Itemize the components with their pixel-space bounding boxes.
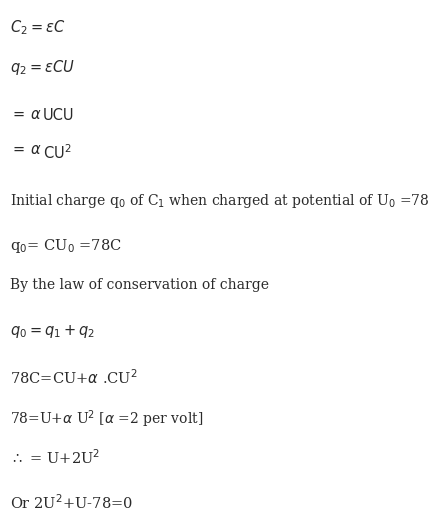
- Text: UCU: UCU: [43, 108, 74, 123]
- Text: Initial charge q$_0$ of C$_1$ when charged at potential of U$_0$ =78 V is,: Initial charge q$_0$ of C$_1$ when charg…: [10, 192, 430, 210]
- Text: $q_0 = q_1 + q_2$: $q_0 = q_1 + q_2$: [10, 323, 95, 340]
- Text: q$_0$= CU$_0$ =78C: q$_0$= CU$_0$ =78C: [10, 237, 122, 255]
- Text: $C_2 = \varepsilon C$: $C_2 = \varepsilon C$: [10, 18, 65, 37]
- Text: $\therefore$ = U+2U$^2$: $\therefore$ = U+2U$^2$: [10, 448, 100, 467]
- Text: 78C=CU+$\alpha$ .CU$^2$: 78C=CU+$\alpha$ .CU$^2$: [10, 368, 138, 387]
- Text: $=\,\alpha\,$: $=\,\alpha\,$: [10, 108, 42, 122]
- Text: CU$^2$: CU$^2$: [43, 143, 71, 162]
- Text: Or 2U$^2$+U-78=0: Or 2U$^2$+U-78=0: [10, 493, 133, 512]
- Text: 78=U+$\alpha$ U$^2$ [$\alpha$ =2 per volt]: 78=U+$\alpha$ U$^2$ [$\alpha$ =2 per vol…: [10, 408, 203, 430]
- Text: $q_2 = \varepsilon CU$: $q_2 = \varepsilon CU$: [10, 58, 75, 77]
- Text: By the law of conservation of charge: By the law of conservation of charge: [10, 278, 269, 292]
- Text: $=\,\alpha\,$: $=\,\alpha\,$: [10, 143, 42, 157]
